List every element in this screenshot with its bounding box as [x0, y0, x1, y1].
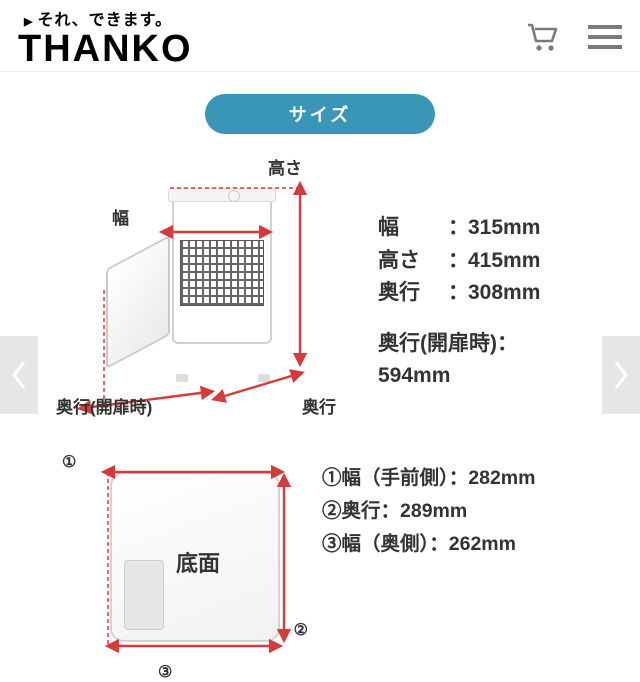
hamburger-menu-icon[interactable]	[588, 24, 622, 50]
brand-tagline: それ、できます。	[24, 6, 193, 30]
circled-3: ③	[158, 662, 172, 682]
cart-icon[interactable]	[526, 22, 560, 52]
spec-row-width: 幅： 315mm	[378, 212, 540, 245]
gallery-prev-button[interactable]	[0, 336, 38, 414]
spec-row-height: 高さ： 415mm	[378, 245, 540, 278]
label-width: 幅	[112, 204, 129, 229]
dimension-arrows-top	[68, 160, 338, 428]
diagram-dimensions-top: 高さ 幅 奥行 奥行(開扉時)	[68, 160, 338, 428]
spec-row-depth-open-val: 594mm	[378, 360, 540, 393]
brand-name: THANKO	[18, 30, 193, 68]
spec-row-depth-open-key: 奥行(開扉時)：	[378, 328, 540, 361]
spec-list-bottom: ①幅（手前側）：282mm ②奥行：289mm ③幅（奥側）：262mm	[322, 462, 535, 561]
label-depth: 奥行	[302, 393, 336, 418]
spec-bottom-2: ②奥行：289mm	[322, 495, 535, 528]
spec-row-depth: 奥行： 308mm	[378, 277, 540, 310]
product-gallery: サイズ	[0, 72, 640, 682]
label-depth-open: 奥行(開扉時)	[56, 393, 152, 418]
brand-block: それ、できます。 THANKO	[18, 6, 193, 68]
gallery-next-button[interactable]	[602, 336, 640, 414]
label-height: 高さ	[268, 154, 302, 179]
section-badge-size: サイズ	[205, 94, 435, 134]
site-header: それ、できます。 THANKO	[0, 0, 640, 72]
spec-panel: 高さ 幅 奥行 奥行(開扉時) 幅： 315mm 高さ： 415mm 奥行： 3…	[42, 152, 598, 672]
diagram-dimensions-bottom: 底面 ① ② ③	[64, 450, 304, 668]
spec-bottom-1: ①幅（手前側）：282mm	[322, 462, 535, 495]
circled-2: ②	[294, 620, 308, 640]
dimension-arrows-bottom	[64, 450, 304, 668]
spec-list-top: 幅： 315mm 高さ： 415mm 奥行： 308mm 奥行(開扉時)： 59…	[378, 212, 540, 393]
spec-bottom-3: ③幅（奥側）：262mm	[322, 528, 535, 561]
circled-1: ①	[62, 452, 76, 472]
header-icons	[526, 22, 622, 52]
